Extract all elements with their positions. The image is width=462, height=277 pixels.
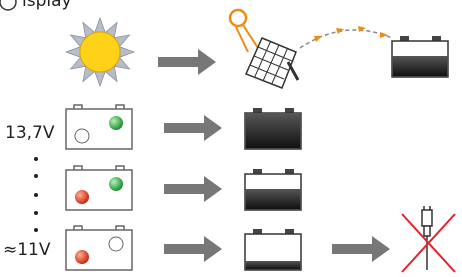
page: {"header": {"label": "isplay"}, "levels"…	[0, 0, 462, 277]
battery-charging	[392, 36, 448, 77]
charge-arrows	[314, 26, 388, 42]
indicator-half	[66, 166, 132, 210]
battery-low	[245, 229, 301, 270]
arrow	[158, 49, 216, 75]
diagram: isplay	[0, 0, 462, 277]
solar-panel	[230, 10, 298, 88]
load-off	[402, 206, 455, 272]
battery-full	[245, 108, 301, 149]
battery-half	[245, 169, 301, 210]
arrow	[164, 176, 222, 202]
indicator-low	[66, 226, 132, 270]
level-low: ≈11V	[3, 240, 51, 260]
arrow	[332, 236, 390, 262]
indicator-full	[66, 105, 132, 149]
arrow	[164, 236, 222, 262]
sun	[66, 18, 134, 86]
header-label: isplay	[22, 0, 72, 11]
header-icon	[0, 0, 16, 10]
dots	[34, 157, 38, 232]
arrow	[164, 115, 222, 141]
level-high: 13,7V	[5, 123, 55, 143]
charge-path	[300, 30, 392, 48]
